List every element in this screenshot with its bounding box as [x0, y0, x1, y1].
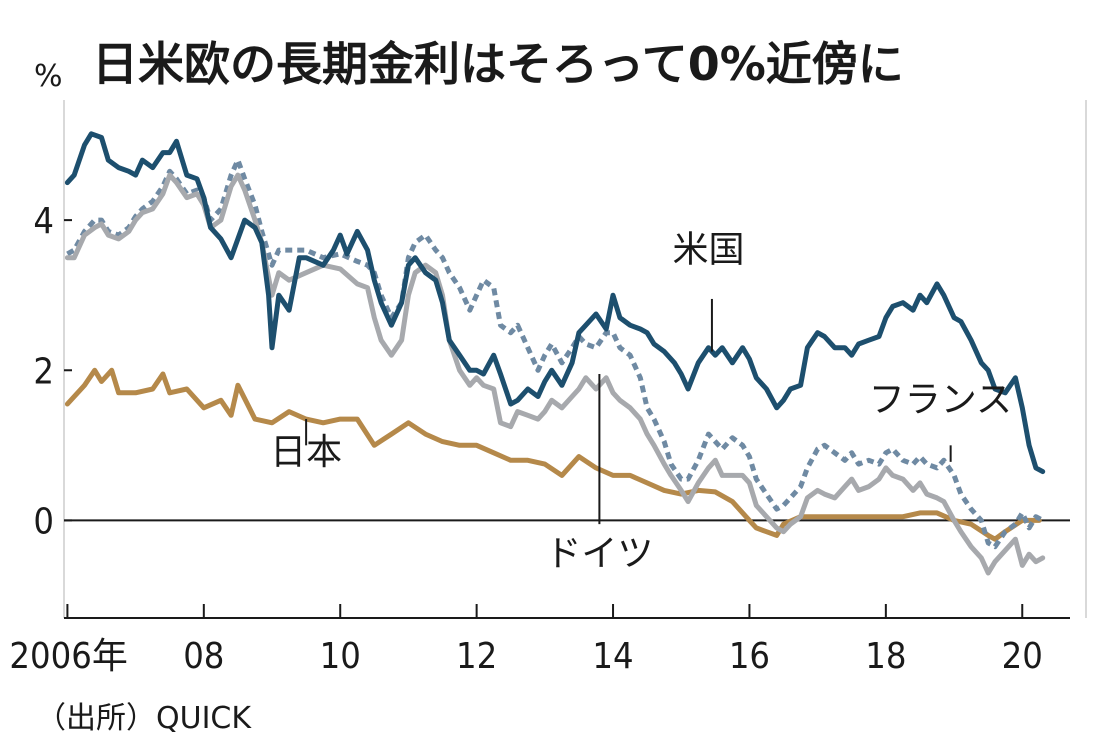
y-tick-label: 2: [33, 351, 54, 392]
x-tick-label: 2006年: [9, 636, 127, 677]
x-tick-label: 14: [592, 636, 633, 677]
x-tick-label: 18: [865, 636, 906, 677]
series-label-2: ドイツ: [545, 533, 653, 574]
y-tick-label: 0: [33, 501, 54, 542]
series-label-0: 日本: [270, 432, 342, 473]
x-tick-label: 20: [1002, 636, 1043, 677]
series-line-1: [64, 131, 1046, 475]
chart-title: 日米欧の長期金利はそろって0%近傍に: [92, 37, 904, 91]
series-label-3: フランス: [869, 380, 1012, 421]
source-note: （出所）QUICK: [36, 701, 252, 736]
x-tick-label: 08: [183, 636, 224, 677]
series-line-0: [64, 367, 1042, 542]
y-tick-label: 4: [33, 201, 54, 242]
x-tick-label: 12: [456, 636, 497, 677]
x-tick-label: 10: [320, 636, 361, 677]
y-axis-unit: %: [34, 59, 63, 94]
series-line-3: [66, 157, 1044, 550]
series-line-2: [64, 172, 1046, 576]
x-axis: 2006年 08 10 12 14 16 18 20: [9, 604, 1070, 677]
y-axis: 0 2 4: [33, 201, 72, 542]
series-label-1: 米国: [673, 229, 745, 270]
series-lines: [64, 131, 1046, 576]
x-tick-label: 16: [729, 636, 770, 677]
